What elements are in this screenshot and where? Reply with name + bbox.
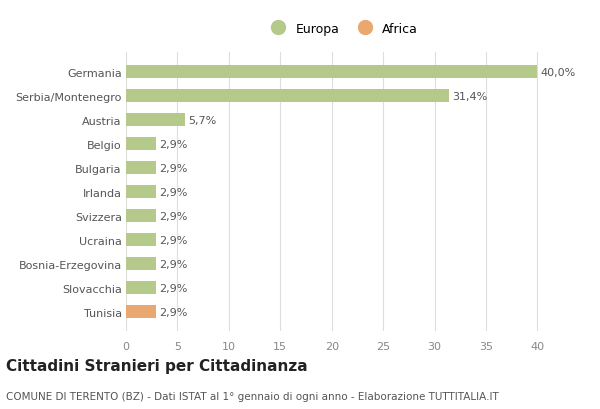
Text: 2,9%: 2,9% (159, 235, 187, 245)
Text: Cittadini Stranieri per Cittadinanza: Cittadini Stranieri per Cittadinanza (6, 358, 308, 373)
Text: 2,9%: 2,9% (159, 163, 187, 173)
Legend: Europa, Africa: Europa, Africa (261, 18, 423, 40)
Text: 2,9%: 2,9% (159, 187, 187, 197)
Text: 2,9%: 2,9% (159, 307, 187, 317)
Text: 2,9%: 2,9% (159, 139, 187, 149)
Bar (126, 306, 156, 319)
Bar (126, 90, 449, 103)
Bar (126, 281, 156, 294)
Bar (126, 138, 156, 151)
Bar (126, 234, 156, 247)
Text: COMUNE DI TERENTO (BZ) - Dati ISTAT al 1° gennaio di ogni anno - Elaborazione TU: COMUNE DI TERENTO (BZ) - Dati ISTAT al 1… (6, 391, 499, 401)
Text: 2,9%: 2,9% (159, 283, 187, 293)
Text: 2,9%: 2,9% (159, 211, 187, 221)
Bar (126, 186, 156, 199)
Bar (126, 209, 156, 223)
Bar (126, 258, 156, 271)
Text: 5,7%: 5,7% (188, 115, 216, 125)
Bar (126, 114, 185, 127)
Bar (126, 162, 156, 175)
Text: 2,9%: 2,9% (159, 259, 187, 269)
Bar (126, 66, 538, 79)
Text: 40,0%: 40,0% (541, 67, 576, 77)
Text: 31,4%: 31,4% (452, 91, 487, 101)
